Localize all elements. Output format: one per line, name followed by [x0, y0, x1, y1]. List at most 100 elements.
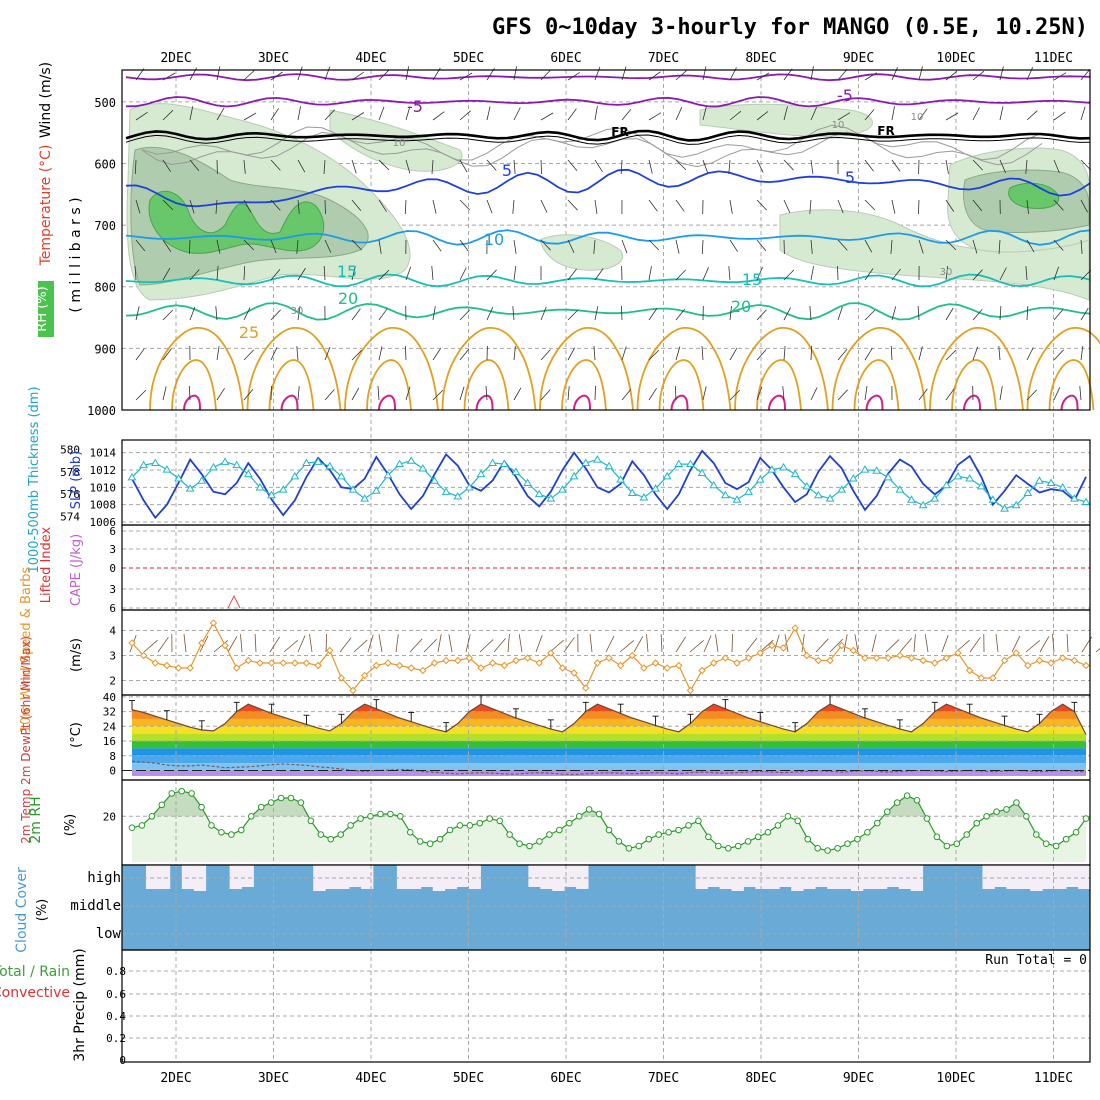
wind-speed-marker — [209, 619, 218, 627]
wind-barb — [648, 387, 657, 401]
wind-barb — [270, 269, 281, 281]
thickness-marker — [1069, 494, 1079, 502]
isotherm-15 — [125, 273, 1091, 288]
high-cloud-gap — [743, 865, 756, 887]
wind-barb — [513, 66, 517, 81]
wind-barb — [1080, 346, 1084, 361]
wind-barb — [270, 309, 281, 321]
high-cloud-gap — [1078, 865, 1091, 889]
wind-barb — [243, 159, 246, 174]
rh-marker — [516, 840, 523, 848]
wind-barb — [324, 109, 335, 121]
contour-label: 10 — [832, 120, 845, 131]
wind-barb — [594, 385, 596, 401]
rh-marker — [804, 835, 812, 843]
wind-barb — [567, 386, 570, 401]
high-cloud-gap — [408, 865, 422, 889]
run-total: Run Total = 0 — [985, 953, 1087, 968]
precip-legend-convective: Convective — [0, 985, 70, 1001]
wind-speed-marker — [349, 686, 357, 695]
isotherm-25-lobe — [1026, 327, 1100, 411]
wind-speed-marker — [372, 661, 381, 670]
contour-label: -5 — [837, 86, 853, 105]
wind-barb — [998, 239, 1001, 255]
rh-marker — [337, 831, 344, 838]
wind-barb — [378, 106, 385, 121]
wind-barb — [837, 265, 839, 281]
wind-10m-panel: 2 3 4 — [109, 609, 1100, 696]
wind-10m-barb — [549, 639, 564, 653]
wind-barb — [648, 71, 661, 81]
wind-barb — [297, 106, 301, 121]
wind-10m-barb — [815, 638, 829, 653]
wind-10m-barb — [675, 636, 687, 653]
wind-barb — [729, 239, 739, 252]
rh-marker — [228, 831, 235, 838]
wind-speed-marker — [593, 659, 602, 667]
wind-10m-barb — [269, 636, 281, 653]
wind-barb — [756, 349, 767, 361]
wind-barb — [431, 159, 434, 175]
thickness-marker — [837, 485, 847, 493]
rh-marker — [297, 799, 305, 806]
thickness-marker — [150, 458, 160, 466]
isotherm-35-lobe — [573, 394, 591, 411]
wind-speed-marker — [419, 666, 427, 675]
wind-barb — [243, 388, 254, 401]
isotherm-30-lobe — [756, 359, 802, 411]
wind-barb — [1080, 239, 1083, 255]
wind-barb — [648, 112, 662, 121]
rh-marker — [635, 842, 643, 850]
rh-legend-swatch — [38, 281, 54, 337]
high-cloud-gap — [337, 865, 350, 889]
wind-barb — [675, 239, 680, 254]
rh-marker — [466, 822, 474, 829]
wind-barb — [324, 66, 331, 81]
wind-barb — [918, 199, 920, 215]
wind-barb — [728, 159, 731, 175]
thickness-marker — [744, 487, 753, 495]
rh-marker — [565, 819, 573, 827]
rh-marker — [1033, 831, 1040, 838]
thickness-marker — [348, 485, 358, 493]
wind-barb — [567, 268, 577, 281]
wind-barb — [810, 107, 817, 121]
temp-tick: 32 — [103, 706, 116, 719]
wind-barb — [945, 266, 949, 281]
wind-barb — [270, 347, 278, 361]
date-label-bottom: 6DEC — [550, 1071, 581, 1086]
wind-barb — [999, 305, 1002, 321]
wind-speed-marker — [872, 654, 881, 662]
wind-barb — [918, 66, 923, 81]
wind-barb — [648, 199, 658, 212]
date-label-top: 4DEC — [355, 51, 386, 66]
wind-barb — [270, 159, 281, 171]
wind-speed-marker — [721, 654, 730, 662]
isotherm-25-lobe — [539, 327, 634, 411]
wind-barb — [189, 269, 200, 281]
wind-barb — [702, 159, 709, 174]
thickness-marker — [895, 485, 905, 493]
isotherm-0 — [125, 129, 1091, 142]
rh-marker — [168, 790, 176, 797]
wind-10m-barb — [924, 634, 929, 653]
thickness-marker — [860, 465, 870, 473]
wind-barb — [243, 349, 254, 361]
rh-marker — [645, 835, 653, 843]
wind-barb — [405, 345, 407, 361]
contour-label: 25 — [239, 323, 259, 342]
wind-barb — [215, 306, 218, 321]
wind-barb — [972, 107, 980, 121]
wind-barb — [296, 346, 299, 361]
wind-speed-marker — [198, 639, 206, 647]
wind-10m-barb — [535, 634, 543, 653]
wind-speed-marker — [651, 659, 660, 667]
wind-barb — [756, 159, 764, 173]
wind-10m-barb — [157, 637, 169, 653]
wind-10m-barb — [871, 634, 877, 653]
wind-barb — [216, 346, 220, 361]
isotherm-25-lobe — [734, 327, 829, 411]
cloud-fill — [122, 865, 1090, 950]
wind-10m-barb — [353, 639, 368, 653]
thickness-marker — [1023, 488, 1033, 497]
